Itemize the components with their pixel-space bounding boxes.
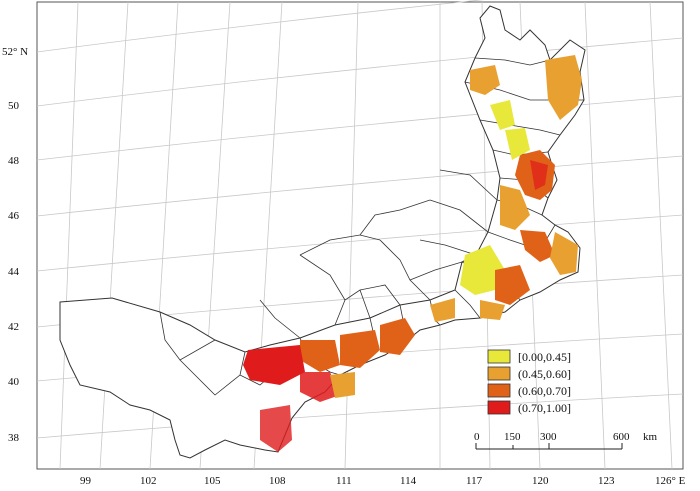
- lon-label: 99: [80, 475, 92, 487]
- scale-tick-label: 150: [504, 431, 521, 443]
- region-outline: [59, 5, 586, 459]
- lat-label: 44: [8, 266, 20, 278]
- legend-label: (0.45,0.60]: [518, 367, 571, 381]
- lat-label: 46: [8, 210, 20, 222]
- lon-label: 126° E: [655, 475, 686, 487]
- lat-label: 42: [8, 321, 19, 333]
- latitude-labels: 38 40 42 44 46 48 50 52° N: [2, 46, 28, 444]
- legend: [0.00,0.45] (0.45,0.60] (0.60,0.70] (0.7…: [487, 349, 571, 415]
- lon-label: 120: [532, 475, 549, 487]
- legend-swatch: [487, 349, 511, 364]
- scale-tick-label: 300: [540, 431, 557, 443]
- lat-label: 40: [8, 376, 20, 388]
- lon-label: 111: [336, 475, 352, 487]
- scale-bar: 0 150 300 600 km: [474, 431, 658, 450]
- legend-label: (0.70,1.00]: [518, 401, 571, 415]
- lon-label: 105: [204, 475, 221, 487]
- scale-unit: km: [643, 431, 658, 443]
- lat-label: 52° N: [2, 46, 28, 58]
- scale-tick-label: 0: [474, 431, 480, 443]
- legend-label: (0.60,0.70]: [518, 384, 571, 398]
- map-frame: [36, 1, 684, 470]
- lat-label: 38: [8, 432, 20, 444]
- lon-label: 108: [269, 475, 286, 487]
- legend-label: [0.00,0.45]: [518, 350, 571, 364]
- lon-label: 123: [598, 475, 615, 487]
- legend-swatch: [487, 366, 511, 381]
- suitability-patches: [243, 55, 582, 452]
- lat-label: 48: [8, 155, 20, 167]
- lat-label: 50: [8, 100, 20, 112]
- longitude-labels: 99 102 105 108 111 114 117 120 123 126° …: [80, 475, 686, 487]
- legend-swatch: [487, 383, 511, 398]
- legend-swatch: [487, 400, 511, 415]
- lon-label: 117: [466, 475, 483, 487]
- scale-tick-label: 600: [613, 431, 630, 443]
- lon-label: 114: [400, 475, 417, 487]
- lon-label: 102: [140, 475, 157, 487]
